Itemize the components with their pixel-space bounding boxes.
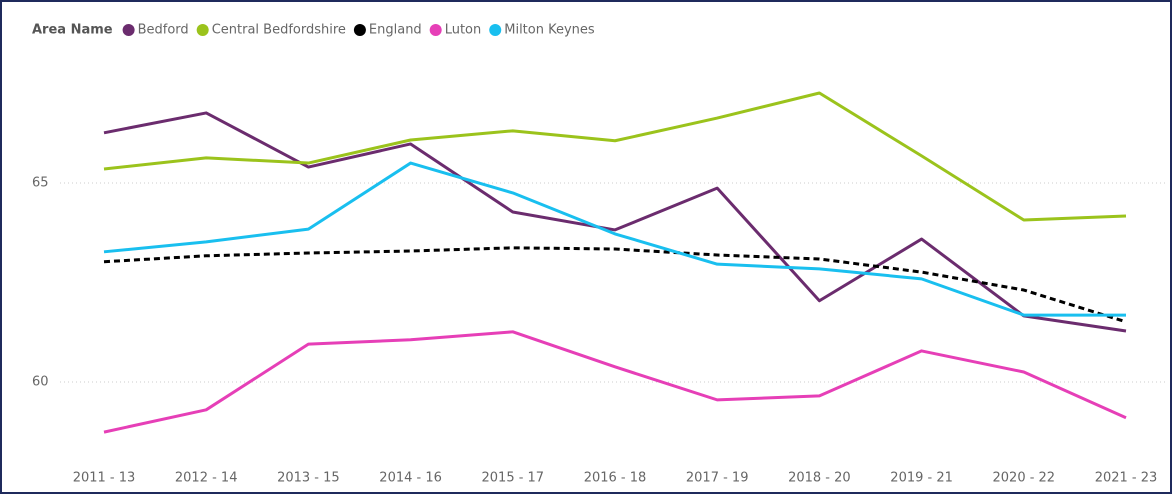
x-tick-label: 2015 - 17: [482, 471, 545, 486]
legend-label: Milton Keynes: [504, 23, 595, 38]
legend-marker: [429, 24, 442, 36]
legend-marker: [122, 24, 135, 36]
series-line: [103, 330, 1127, 434]
x-tick-label: 2019 - 21: [890, 471, 953, 486]
legend-marker: [489, 24, 502, 36]
legend-marker: [353, 24, 366, 36]
series-line: [103, 246, 1127, 324]
legend-label: Central Bedfordshire: [212, 23, 346, 38]
series-line: [103, 111, 1127, 333]
legend-label: England: [369, 23, 422, 38]
series-line: [103, 161, 1126, 317]
x-tick-label: 2021 - 23: [1095, 471, 1158, 486]
y-tick-label: 65: [32, 175, 49, 190]
x-tick-label: 2018 - 20: [788, 471, 851, 486]
y-tick-label: 60: [32, 374, 49, 389]
legend: Area Name Bedford Central Bedfordshire Eng…: [32, 23, 595, 38]
x-tick-label: 2016 - 18: [584, 471, 647, 486]
series-line: [103, 91, 1127, 222]
x-tick-label: 2017 - 19: [686, 471, 749, 486]
x-tick-label: 2011 - 13: [73, 471, 136, 486]
legend-label: Bedford: [138, 23, 189, 38]
x-tick-label: 2014 - 16: [379, 471, 442, 486]
x-tick-label: 2012 - 14: [175, 471, 238, 486]
x-tick-label: 2013 - 15: [277, 471, 340, 486]
legend-title: Area Name: [32, 23, 113, 38]
legend-marker: [196, 24, 209, 36]
legend-label: Luton: [445, 23, 482, 38]
x-tick-label: 2020 - 22: [993, 471, 1056, 486]
